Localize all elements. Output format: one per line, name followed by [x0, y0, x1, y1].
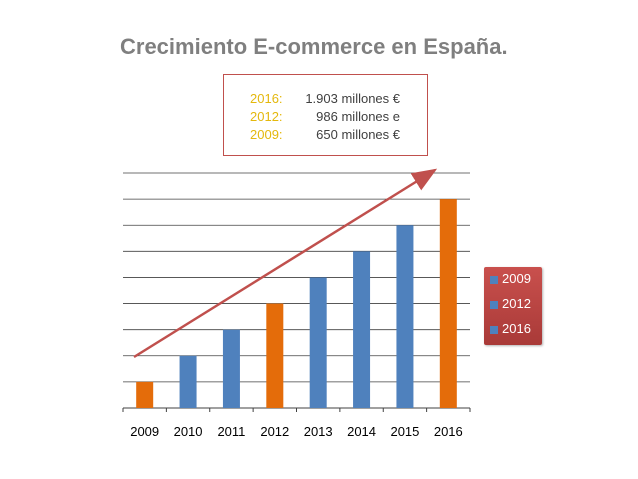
bar-2011: [222, 329, 240, 408]
info-value: 986 millones e: [316, 109, 400, 124]
info-year: 2012:: [250, 109, 283, 124]
info-year: 2016:: [250, 91, 283, 106]
bar-2015: [396, 225, 414, 408]
bars: [122, 199, 471, 412]
info-row-2016: 2016: 1.903 millones €: [250, 91, 400, 106]
x-tick-label: 2010: [174, 424, 203, 439]
bar-2009: [136, 381, 154, 408]
bar-2010: [179, 355, 197, 408]
legend: 2009 2012 2016: [484, 267, 542, 345]
legend-item: 2009: [490, 271, 531, 291]
info-row-2009: 2009: 650 millones €: [250, 127, 400, 142]
info-year: 2009:: [250, 127, 283, 142]
x-tick-label: 2015: [390, 424, 419, 439]
legend-swatch: [490, 300, 498, 309]
legend-item: 2016: [490, 321, 531, 341]
trend-arrow: [133, 168, 438, 359]
bar-2014: [353, 251, 371, 408]
chart-title: Crecimiento E-commerce en España.: [120, 34, 508, 59]
gridlines: [123, 172, 470, 383]
info-box: 2016: 1.903 millones € 2012: 986 millones …: [223, 74, 428, 156]
bar-2016: [439, 199, 457, 408]
bar-2013: [309, 277, 327, 408]
bar-2012: [266, 303, 284, 408]
legend-swatch: [490, 325, 498, 334]
x-tick-label: 2012: [260, 424, 289, 439]
legend-swatch: [490, 275, 498, 284]
x-tick-labels: 2009 2010 2011 2012 2013 2014 2015 2016: [130, 424, 463, 439]
x-tick-label: 2009: [130, 424, 159, 439]
info-row-2012: 2012: 986 millones e: [250, 109, 400, 124]
x-tick-label: 2013: [304, 424, 333, 439]
info-value: 650 millones €: [316, 127, 400, 142]
info-value: 1.903 millones €: [305, 91, 400, 106]
legend-item: 2012: [490, 296, 531, 316]
x-tick-label: 2014: [347, 424, 376, 439]
x-tick-label: 2016: [434, 424, 463, 439]
x-tick-label: 2011: [217, 424, 245, 439]
